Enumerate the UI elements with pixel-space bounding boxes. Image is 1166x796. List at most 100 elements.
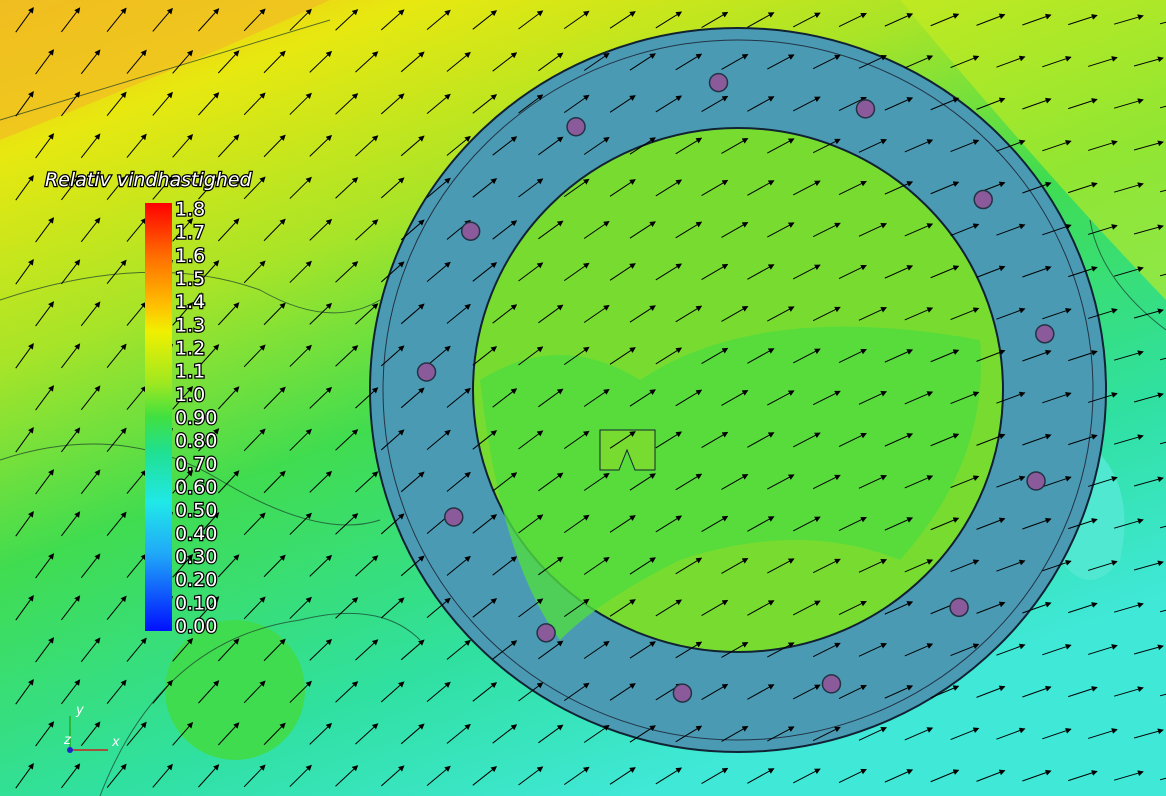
wind-arrow	[996, 307, 1026, 320]
wind-arrow	[380, 261, 405, 283]
wind-arrow	[217, 218, 240, 242]
legend-label: 0.60	[175, 477, 217, 499]
wind-arrow	[492, 52, 518, 72]
wind-arrow	[518, 94, 544, 114]
wind-arrow	[1159, 357, 1166, 361]
wind-arrow	[950, 643, 980, 657]
wind-arrow	[996, 643, 1026, 656]
wind-arrow	[838, 600, 867, 615]
ring-post	[708, 72, 729, 93]
wind-arrow	[518, 514, 544, 534]
wind-arrow	[400, 387, 425, 409]
wind-arrow	[655, 179, 683, 197]
wind-arrow	[309, 386, 333, 409]
wind-arrow	[198, 512, 220, 536]
wind-arrow	[492, 304, 518, 324]
wind-arrow	[629, 557, 656, 575]
color-bar	[145, 203, 172, 631]
wind-arrow	[355, 723, 379, 745]
wind-arrow	[904, 307, 934, 321]
wind-arrow	[812, 306, 841, 322]
wind-arrow	[426, 597, 451, 619]
wind-arrow	[950, 475, 980, 489]
wind-arrow	[1022, 13, 1052, 26]
wind-arrow	[380, 597, 405, 619]
wind-arrow	[446, 555, 471, 576]
wind-arrow	[792, 432, 821, 448]
wind-arrow	[701, 179, 729, 197]
wind-arrow	[335, 681, 359, 703]
legend-label: 0.50	[175, 500, 217, 522]
wind-arrow	[355, 471, 379, 493]
wind-arrow	[655, 767, 683, 785]
wind-arrow	[1042, 391, 1072, 404]
wind-arrow	[126, 217, 147, 242]
wind-arrow	[217, 134, 240, 158]
wind-arrow	[767, 558, 795, 574]
wind-arrow	[563, 430, 590, 450]
legend-title: Relativ vindhastighed	[45, 169, 253, 191]
wind-arrow	[701, 767, 729, 785]
wind-arrow	[335, 765, 359, 787]
wind-arrow	[930, 685, 960, 699]
wind-arrow	[838, 348, 867, 363]
wind-arrow	[1068, 770, 1098, 782]
wind-arrow	[1068, 686, 1098, 698]
wind-arrow	[655, 11, 683, 29]
wind-arrow	[950, 139, 980, 153]
wind-arrow	[930, 769, 960, 783]
wind-arrow	[1068, 602, 1098, 614]
wind-arrow	[400, 135, 425, 157]
wind-arrow	[518, 766, 544, 786]
wind-arrow	[1068, 98, 1098, 110]
wind-arrow	[1042, 139, 1072, 152]
wind-arrow	[792, 516, 821, 532]
wind-arrow	[1022, 433, 1052, 446]
wind-arrow	[563, 346, 590, 366]
wind-arrow	[1022, 349, 1052, 362]
wind-arrow	[1113, 266, 1144, 277]
wind-arrow	[1088, 56, 1118, 67]
wind-arrow	[721, 474, 749, 490]
wind-arrow	[61, 511, 81, 537]
wind-arrow	[976, 769, 1006, 782]
contour-line	[0, 443, 381, 526]
wind-arrow	[106, 91, 127, 116]
wind-arrow	[675, 473, 703, 491]
wind-arrow	[217, 470, 240, 494]
wind-arrow	[930, 97, 960, 111]
wind-arrow	[655, 431, 683, 449]
wind-arrow	[309, 722, 333, 745]
wind-arrow	[976, 13, 1006, 26]
wind-arrow	[289, 176, 312, 199]
wind-arrow	[904, 643, 934, 657]
legend-label: 1.2	[175, 338, 205, 360]
wind-arrow	[701, 95, 729, 113]
wind-arrow	[1088, 476, 1118, 487]
wind-arrow	[884, 433, 914, 447]
wind-arrow	[747, 348, 775, 364]
wind-arrow	[1088, 560, 1118, 571]
wind-arrow	[380, 513, 405, 535]
wind-arrow	[930, 433, 960, 447]
wind-arrow	[884, 97, 914, 111]
wind-arrow	[217, 638, 240, 662]
wind-arrow	[976, 517, 1006, 530]
wind-arrow	[747, 180, 775, 196]
wind-arrow	[583, 136, 610, 155]
wind-arrow	[609, 11, 636, 29]
wind-arrow	[243, 680, 266, 704]
wind-arrow	[792, 96, 821, 112]
wind-arrow	[1022, 685, 1052, 698]
wind-arrow	[152, 679, 173, 704]
wind-arrow	[812, 54, 841, 70]
wind-arrow	[472, 598, 498, 618]
wind-arrow	[106, 679, 127, 704]
wind-arrow	[492, 472, 518, 492]
wind-arrow	[355, 219, 379, 241]
wind-arrow	[263, 470, 286, 494]
wind-arrow	[289, 596, 312, 619]
wind-arrow	[904, 559, 934, 573]
wind-arrow	[446, 51, 471, 72]
